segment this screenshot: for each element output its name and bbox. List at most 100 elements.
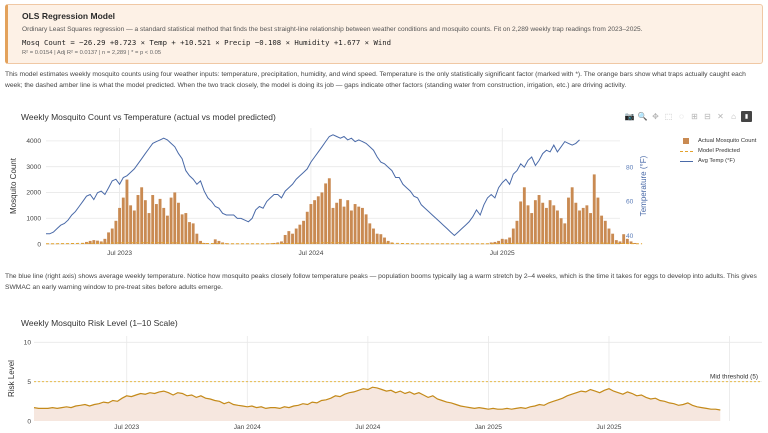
chart1-bar[interactable] bbox=[386, 240, 390, 244]
chart1-bar[interactable] bbox=[96, 240, 99, 244]
chart1-bar[interactable] bbox=[596, 197, 600, 244]
zoom-out-icon[interactable]: ⊟ bbox=[704, 111, 711, 121]
chart1-bar[interactable] bbox=[287, 231, 291, 244]
chart1-bar[interactable] bbox=[379, 234, 383, 244]
chart1-bar[interactable] bbox=[184, 213, 188, 244]
chart1-temp-line[interactable] bbox=[46, 134, 580, 237]
chart1-bar[interactable] bbox=[158, 198, 162, 244]
chart1-bar[interactable] bbox=[614, 240, 618, 244]
chart1-bar[interactable] bbox=[515, 220, 519, 244]
chart1-bar[interactable] bbox=[338, 198, 342, 244]
chart1-bar[interactable] bbox=[283, 234, 287, 244]
chart1-bar[interactable] bbox=[544, 207, 548, 244]
chart1-bar[interactable] bbox=[147, 213, 151, 244]
chart1-bar[interactable] bbox=[110, 228, 114, 244]
chart1-bar[interactable] bbox=[622, 234, 626, 244]
chart1-bar[interactable] bbox=[327, 178, 331, 244]
chart1-bar[interactable] bbox=[114, 220, 118, 244]
chart1-bar[interactable] bbox=[92, 240, 96, 244]
chart1-bar[interactable] bbox=[132, 210, 136, 244]
chart1-bar[interactable] bbox=[302, 220, 305, 244]
chart1-bar[interactable] bbox=[177, 202, 180, 244]
chart1-bar[interactable] bbox=[291, 233, 294, 244]
chart1-bar[interactable] bbox=[533, 200, 537, 244]
chart1-bar[interactable] bbox=[522, 187, 526, 244]
pan-icon[interactable]: ✥ bbox=[652, 111, 659, 121]
chart1-bar[interactable] bbox=[313, 200, 317, 244]
lasso-icon[interactable]: ◌ bbox=[679, 111, 684, 121]
camera-icon[interactable]: 📷 bbox=[624, 111, 635, 121]
chart1-bar[interactable] bbox=[625, 238, 629, 244]
chart1-bar[interactable] bbox=[618, 241, 622, 244]
chart1-bar[interactable] bbox=[162, 207, 166, 244]
chart1-bar[interactable] bbox=[165, 215, 169, 244]
chart1-bar[interactable] bbox=[305, 211, 309, 244]
mosquito-temperature-chart[interactable]: 0 1000 2000 3000 4000 Jul 2023 Jul 2024 Jul 202… bbox=[0, 0, 768, 260]
chart1-bar[interactable] bbox=[508, 237, 512, 244]
chart1-bar[interactable] bbox=[585, 205, 589, 244]
chart1-bar[interactable] bbox=[611, 233, 615, 244]
chart1-bar[interactable] bbox=[530, 213, 534, 244]
chart1-bar[interactable] bbox=[188, 222, 191, 244]
chart1-bar[interactable] bbox=[548, 200, 552, 244]
chart1-bar[interactable] bbox=[324, 183, 328, 244]
legend-item-actual[interactable]: Actual Mosquito Count bbox=[680, 136, 756, 146]
chart2-risk-line[interactable] bbox=[33, 386, 721, 411]
chart1-bar[interactable] bbox=[107, 232, 110, 244]
chart1-bar[interactable] bbox=[519, 201, 523, 244]
chart1-bar[interactable] bbox=[272, 242, 276, 244]
chart1-bar[interactable] bbox=[151, 195, 155, 244]
chart1-bar[interactable] bbox=[199, 240, 202, 244]
chart1-bar[interactable] bbox=[526, 205, 530, 244]
chart1-bar[interactable] bbox=[342, 206, 346, 244]
chart1-bar[interactable] bbox=[195, 233, 199, 244]
chart1-bar[interactable] bbox=[217, 240, 221, 244]
chart1-bar[interactable] bbox=[578, 210, 581, 244]
chart1-bar[interactable] bbox=[331, 207, 335, 244]
chart1-bar[interactable] bbox=[294, 228, 298, 244]
chart1-bar[interactable] bbox=[552, 205, 556, 244]
chart1-bar[interactable] bbox=[607, 228, 611, 244]
legend-item-model[interactable]: Model Predicted bbox=[680, 146, 756, 156]
chart1-bar[interactable] bbox=[633, 242, 637, 244]
chart1-bar[interactable] bbox=[603, 220, 607, 244]
legend-item-temp[interactable]: Avg Temp (°F) bbox=[680, 156, 756, 166]
chart1-bar[interactable] bbox=[136, 195, 140, 244]
chart1-bar[interactable] bbox=[320, 192, 324, 244]
chart1-bar[interactable] bbox=[375, 233, 379, 244]
chart1-bar[interactable] bbox=[563, 223, 567, 244]
chart1-bar[interactable] bbox=[125, 179, 129, 244]
chart1-bar[interactable] bbox=[541, 202, 545, 244]
chart1-bar[interactable] bbox=[88, 240, 92, 244]
chart1-bar[interactable] bbox=[567, 197, 570, 244]
chart1-bar[interactable] bbox=[504, 239, 508, 244]
autoscale-icon[interactable]: ✕ bbox=[717, 111, 724, 121]
chart1-bar[interactable] bbox=[570, 187, 574, 244]
chart1-bar[interactable] bbox=[335, 202, 339, 244]
chart1-bar[interactable] bbox=[280, 241, 283, 244]
chart1-bar[interactable] bbox=[154, 204, 158, 244]
chart1-bar[interactable] bbox=[537, 195, 541, 244]
chart1-bar[interactable] bbox=[191, 223, 195, 244]
chart1-bar[interactable] bbox=[592, 174, 596, 244]
chart1-bar[interactable] bbox=[629, 241, 633, 244]
plotly-logo-icon[interactable]: ▮ bbox=[741, 111, 752, 122]
chart1-bar[interactable] bbox=[589, 213, 592, 244]
chart1-bar[interactable] bbox=[180, 214, 184, 244]
chart1-bar[interactable] bbox=[368, 223, 372, 244]
chart1-bar[interactable] bbox=[357, 206, 361, 244]
chart1-bar[interactable] bbox=[346, 200, 350, 244]
chart1-model-line[interactable] bbox=[46, 242, 643, 245]
box-select-icon[interactable]: ⬚ bbox=[664, 111, 673, 121]
chart1-bar[interactable] bbox=[361, 207, 364, 244]
chart1-bar[interactable] bbox=[169, 197, 173, 244]
chart1-bar[interactable] bbox=[372, 228, 375, 244]
zoom-icon[interactable]: 🔍 bbox=[637, 111, 648, 121]
chart1-bar[interactable] bbox=[173, 192, 177, 244]
chart1-bar[interactable] bbox=[140, 187, 144, 244]
chart1-bar[interactable] bbox=[383, 237, 386, 244]
chart1-bar[interactable] bbox=[574, 202, 578, 244]
chart1-bar[interactable] bbox=[118, 207, 122, 244]
chart1-bar[interactable] bbox=[497, 240, 501, 244]
